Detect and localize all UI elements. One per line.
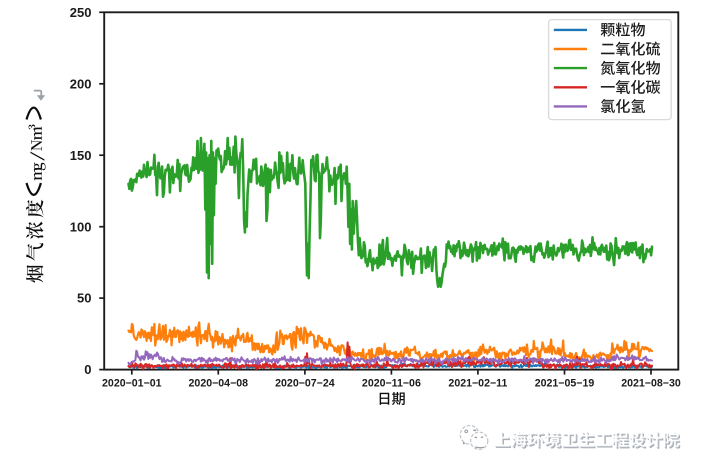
svg-text:2021−05−19: 2021−05−19 xyxy=(535,378,595,390)
svg-text:150: 150 xyxy=(70,148,92,163)
svg-text:2020−07−24: 2020−07−24 xyxy=(275,378,335,390)
svg-text:250: 250 xyxy=(70,5,92,20)
svg-text:100: 100 xyxy=(70,219,92,234)
svg-text:2020−11−06: 2020−11−06 xyxy=(362,378,421,390)
svg-text:2020−01−01: 2020−01−01 xyxy=(102,378,162,390)
svg-text:2020−04−08: 2020−04−08 xyxy=(189,378,249,390)
svg-text:200: 200 xyxy=(70,76,92,91)
svg-text:2021−08−30: 2021−08−30 xyxy=(621,378,681,390)
svg-text:50: 50 xyxy=(77,291,91,306)
svg-text:2021−02−11: 2021−02−11 xyxy=(448,378,507,390)
svg-text:0: 0 xyxy=(84,362,91,377)
